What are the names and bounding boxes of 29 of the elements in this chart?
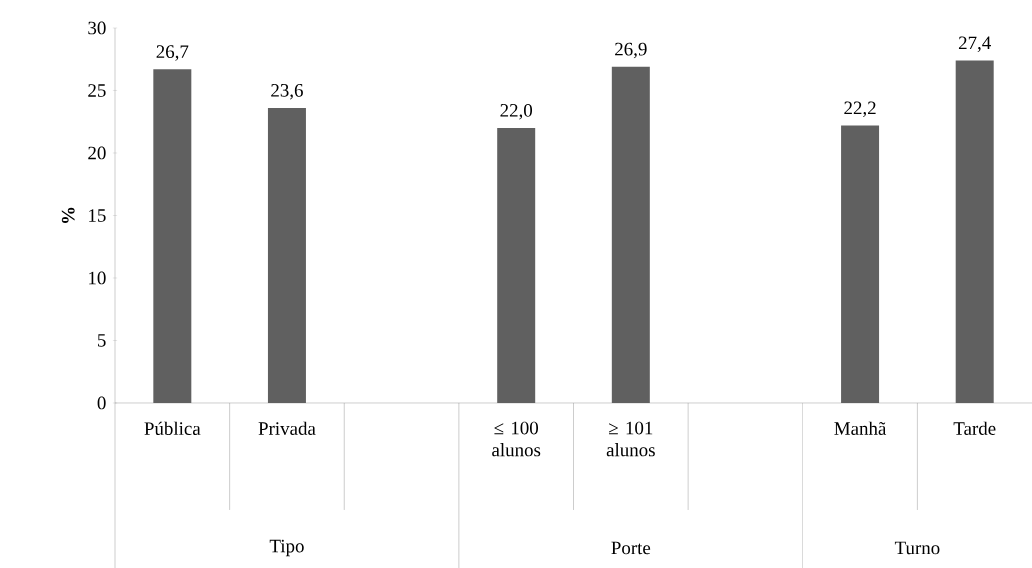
data-label: 22,0 (500, 103, 533, 120)
y-tick-label: 10 (89, 271, 106, 285)
data-label: 27,4 (958, 36, 991, 52)
x-tick-label: Manhã (834, 421, 887, 435)
y-tick-label: 25 (88, 84, 106, 97)
y-tick-label: 30 (88, 21, 106, 35)
y-tick-label: 20 (88, 146, 106, 160)
x-tick-label: ≥ 101 alunos (606, 421, 655, 457)
y-tick-label: 15 (89, 209, 106, 222)
bar (611, 66, 650, 403)
x-tick-label: Pública (144, 421, 201, 435)
bar (267, 107, 306, 403)
bar (497, 127, 536, 403)
y-tick-label: 0 (97, 396, 106, 410)
x-tick-label: Privada (258, 421, 316, 435)
data-label: 23,6 (271, 84, 303, 100)
bar (955, 60, 994, 403)
data-label: 22,2 (844, 101, 876, 117)
data-label: 26,7 (156, 45, 189, 61)
y-tick-label: 5 (98, 334, 106, 347)
text: Tipo (269, 539, 304, 557)
text: Turno (894, 541, 940, 555)
text: Porte (611, 541, 651, 555)
y-axis-title: % (61, 207, 75, 224)
x-tick-label: Tarde (953, 421, 996, 435)
bar (841, 125, 880, 403)
x-tick-label: ≤ 100 alunos (492, 421, 541, 457)
bar (153, 69, 192, 403)
data-label: 26,9 (615, 42, 647, 59)
